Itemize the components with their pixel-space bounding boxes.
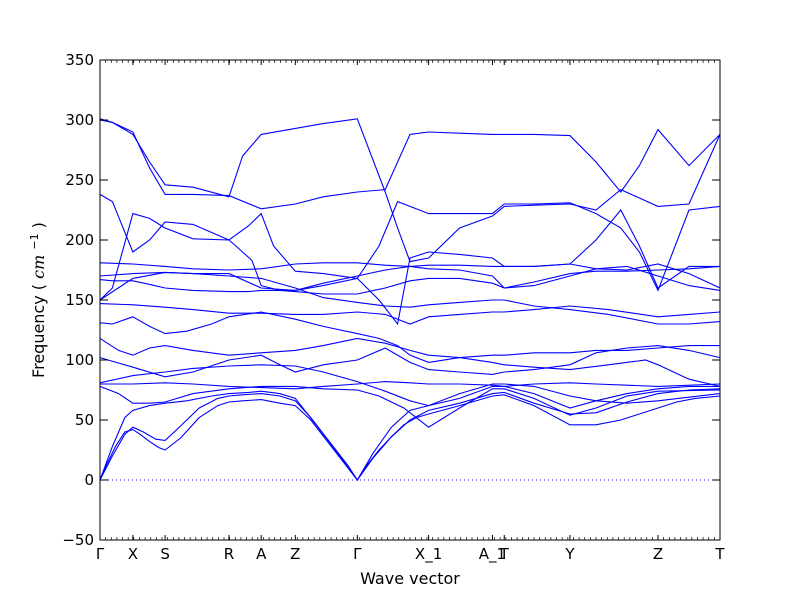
x-tick-label-8: X_1 (415, 545, 442, 564)
band-line-4 (99, 385, 721, 428)
band-line-13 (99, 265, 721, 291)
x-axis-ticks: Γ X S R A Z Γ X_1 A_1T Y Z T (96, 60, 725, 564)
plot-frame (99, 59, 721, 541)
band-line-5 (100, 381, 721, 390)
y-axis-ticks: −50 0 50 100 150 200 250 300 350 (62, 51, 720, 549)
x-tick-label-12: Z (653, 545, 663, 563)
x-tick-label-9: A_1 (479, 545, 506, 564)
band-line-12 (99, 265, 721, 295)
y-tick-label-1: −50 (62, 531, 94, 549)
y-axis-label-unit: cm (29, 255, 48, 279)
band-line-16 (99, 200, 721, 301)
x-tick-label-5: A (256, 545, 267, 563)
band-line-2 (99, 388, 721, 481)
y-axis-label-text: Frequency (29, 295, 48, 378)
y-tick-label-4: 100 (65, 351, 94, 369)
x-axis-label: Wave vector (360, 569, 460, 588)
high-symmetry-lines (100, 60, 720, 540)
y-axis-label: Frequency ( cm −1 ) (23, 222, 48, 378)
band-line-15 (99, 193, 720, 326)
band-line-14 (99, 262, 721, 289)
band-line-1 (99, 394, 721, 481)
y-tick-label-3: 50 (75, 411, 94, 429)
x-tick-label-3: S (160, 545, 170, 563)
band-line-18 (99, 119, 721, 210)
x-tick-label-6: Z (290, 545, 300, 563)
x-tick-label-2: X (128, 545, 138, 563)
x-tick-label-7: Γ (353, 545, 362, 563)
y-axis-label-open: ( (29, 284, 48, 290)
y-tick-label-9: 350 (65, 51, 94, 69)
band-lines (99, 118, 721, 482)
y-tick-label-5: 150 (65, 291, 94, 309)
x-tick-label-13: T (714, 545, 725, 563)
band-line-8 (99, 337, 721, 387)
x-tick-label-1: Γ (96, 545, 105, 563)
y-axis-label-close: ) (29, 222, 48, 228)
band-line-7 (99, 345, 721, 378)
band-line-11 (99, 271, 721, 325)
y-tick-label-2: 0 (84, 471, 94, 489)
y-tick-label-7: 250 (65, 171, 94, 189)
y-tick-label-6: 200 (65, 231, 94, 249)
band-line-10 (99, 303, 721, 325)
y-minor-ticks (99, 60, 721, 540)
y-axis-label-exponent: −1 (28, 233, 41, 249)
x-tick-label-11: Y (564, 545, 575, 563)
band-line-3 (99, 385, 720, 482)
band-line-9 (99, 311, 720, 363)
band-line-17 (99, 118, 721, 263)
y-tick-label-8: 300 (65, 111, 94, 129)
x-tick-label-4: R (224, 545, 234, 563)
x-tick-label-10: T (499, 545, 510, 563)
